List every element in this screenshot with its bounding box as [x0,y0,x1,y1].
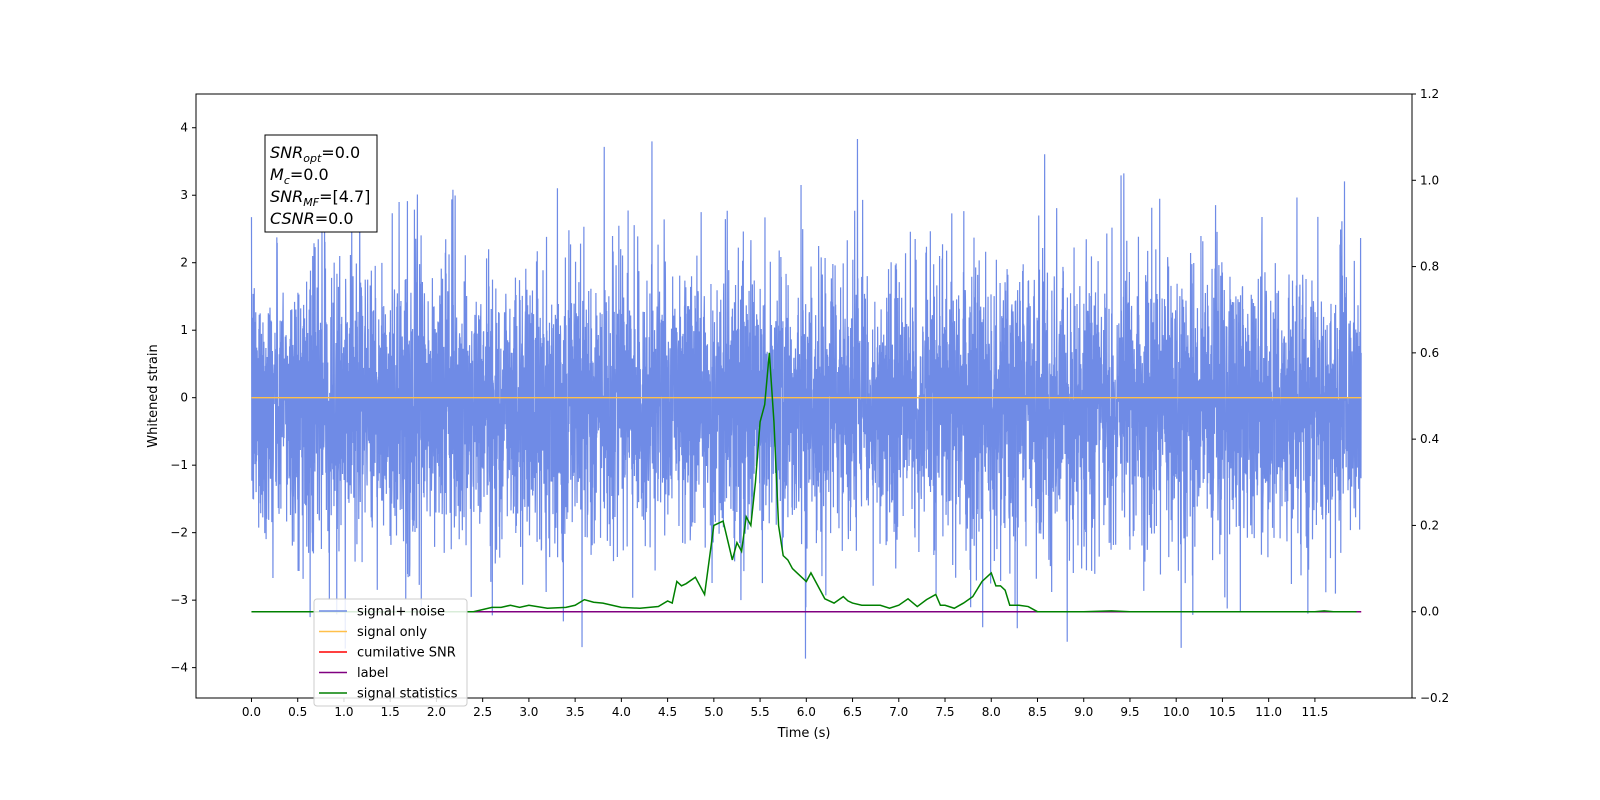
series-group [250,138,1362,659]
stats-value: =0.0 [321,143,360,162]
stats-subscript: MF [303,196,319,209]
y-tick-label: 2 [180,256,188,270]
y-axis-label: Whitened strain [146,344,161,447]
y2-tick-label: 0.0 [1420,605,1439,619]
series-signal-statistics-line [251,352,1357,613]
stats-box-frame [264,134,378,233]
x-tick-label: 2.0 [427,705,446,719]
legend-label: signal statistics [357,687,458,702]
x-tick-label: 6.0 [797,705,816,719]
x-tick-label: 7.5 [935,705,954,719]
x-tick-label: 10.5 [1209,705,1236,719]
y-tick-label: 0 [180,391,188,405]
y-tick-label: 3 [180,188,188,202]
stats-subscript: opt [303,152,322,165]
series-signal-noise-line [250,138,1362,659]
x-tick-label: 10.0 [1163,705,1190,719]
stats-line: SNRMF=[4.7] [270,187,370,209]
stats-subscript: c [284,174,290,187]
x-tick-label: 3.5 [566,705,585,719]
x-tick-label: 0.0 [242,705,261,719]
y2-tick-label: 1.2 [1420,87,1439,101]
plot-area [250,138,1362,659]
stats-symbol: CSNR [270,209,315,228]
legend-label: cumilative SNR [357,646,456,661]
stats-line: Mc=0.0 [270,165,329,187]
stats-value: =[4.7] [319,187,370,206]
stats-symbol: SNR [270,143,303,162]
x-tick-label: 11.5 [1302,705,1329,719]
x-tick-label: 9.5 [1120,705,1139,719]
y-tick-label: −3 [170,593,188,607]
y2-tick-label: 0.4 [1420,432,1439,446]
y2-tick-label: 0.2 [1420,518,1439,532]
legend-frame [313,598,468,707]
x-tick-label: 4.0 [612,705,631,719]
stats-line: SNRopt=0.0 [270,143,360,165]
y-tick-label: 4 [180,121,188,135]
x-tick-label: 4.5 [658,705,677,719]
legend: signal+ noise signal only cumilative SNR la… [313,598,468,707]
x-tick-label: 5.5 [751,705,770,719]
y-tick-label: −1 [170,458,188,472]
y-tick-label: −2 [170,526,188,540]
stats-value: =0.0 [315,209,354,228]
axes: 0.0 0.5 1.0 1.5 2.0 2.5 3.0 3.5 4.0 4.5 5.0 5.5 6.0 6… [170,87,1449,719]
x-tick-label: 1.5 [381,705,400,719]
x-tick-label: 5.0 [704,705,723,719]
axes-frame [195,93,1413,699]
x-tick-label: 8.0 [982,705,1001,719]
stats-value: =0.0 [290,165,329,184]
y2-tick-label: 1.0 [1420,173,1439,187]
x-tick-label: 1.0 [334,705,353,719]
x-tick-label: 2.5 [473,705,492,719]
legend-label: signal+ noise [357,605,445,620]
x-tick-label: 9.0 [1074,705,1093,719]
y2-tick-label: −0.2 [1420,691,1449,705]
y2-tick-label: 0.6 [1420,346,1439,360]
x-tick-label: 3.0 [519,705,538,719]
x-tick-label: 11.0 [1255,705,1282,719]
x-tick-label: 7.0 [889,705,908,719]
stats-line: CSNR=0.0 [270,209,354,228]
legend-label: label [357,666,388,681]
stats-symbol: M [270,165,284,184]
x-tick-label: 0.5 [288,705,307,719]
stats-symbol: SNR [270,187,303,206]
x-axis-label: Time (s) [777,726,831,741]
y-tick-label: 1 [180,323,188,337]
y-tick-label: −4 [170,661,188,675]
y2-tick-label: 0.8 [1420,260,1439,274]
x-tick-label: 8.5 [1028,705,1047,719]
legend-label: signal only [357,625,427,640]
x-tick-label: 6.5 [843,705,862,719]
